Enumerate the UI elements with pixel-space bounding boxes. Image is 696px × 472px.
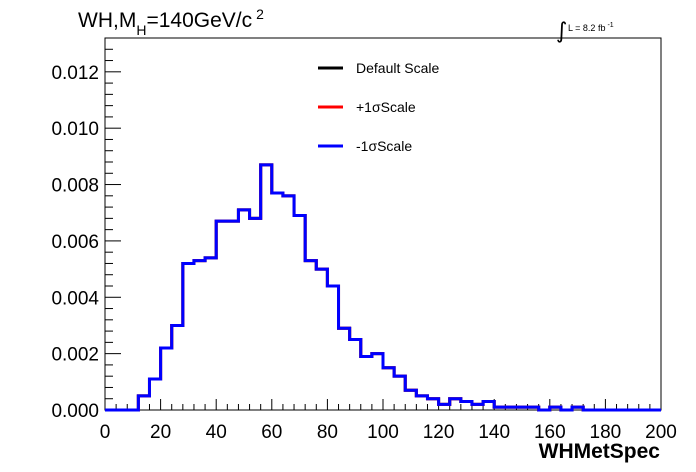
x-tick-label: 80 [317, 422, 338, 443]
title-subscript: H [136, 22, 146, 38]
y-tick-label: 0.000 [51, 401, 99, 422]
x-tick-label: 0 [100, 422, 111, 443]
lumi-text: L = 8.2 fb [568, 23, 605, 33]
y-tick-label: 0.012 [51, 63, 99, 84]
x-tick-label: 180 [590, 422, 622, 443]
series-lines [105, 163, 661, 412]
y-tick-label: 0.004 [51, 288, 99, 309]
title-rest: =140GeV/c [146, 9, 252, 32]
x-tick-label: 160 [534, 422, 566, 443]
x-tick-label: 120 [423, 422, 455, 443]
legend: Default Scale +1σScale -1σScale [318, 60, 439, 154]
y-tick-label: 0.010 [51, 119, 99, 140]
x-tick-label: 100 [367, 422, 399, 443]
y-tick-label: 0.008 [51, 176, 99, 197]
x-tick-label: 40 [206, 422, 227, 443]
lumi-label: L = 8.2 fb -1 [568, 22, 614, 33]
lumi-integral: ∫ [556, 19, 567, 44]
x-axis: 0 20 40 60 80 100 120 140 160 180 200 [100, 399, 677, 443]
y-tick-label: 0.002 [51, 345, 99, 366]
x-tick-label: 20 [150, 422, 171, 443]
y-tick-label: 0.006 [51, 232, 99, 253]
lumi-superscript: -1 [607, 22, 613, 29]
chart-title: WH,MH=140GeV/c 2 [78, 6, 264, 38]
legend-label-3: -1σScale [356, 138, 412, 154]
x-tick-label: 60 [261, 422, 282, 443]
x-axis-title: WHMetSpec [539, 440, 661, 463]
series-line-3 [105, 163, 661, 412]
title-main: WH,M [78, 9, 136, 32]
title-superscript: 2 [256, 6, 264, 22]
x-tick-label: 200 [645, 422, 677, 443]
y-axis: 0.000 0.002 0.004 0.006 0.008 0.010 0.012 [51, 37, 121, 422]
x-tick-label: 140 [478, 422, 510, 443]
legend-label-1: Default Scale [356, 60, 439, 76]
legend-label-2: +1σScale [356, 99, 416, 115]
